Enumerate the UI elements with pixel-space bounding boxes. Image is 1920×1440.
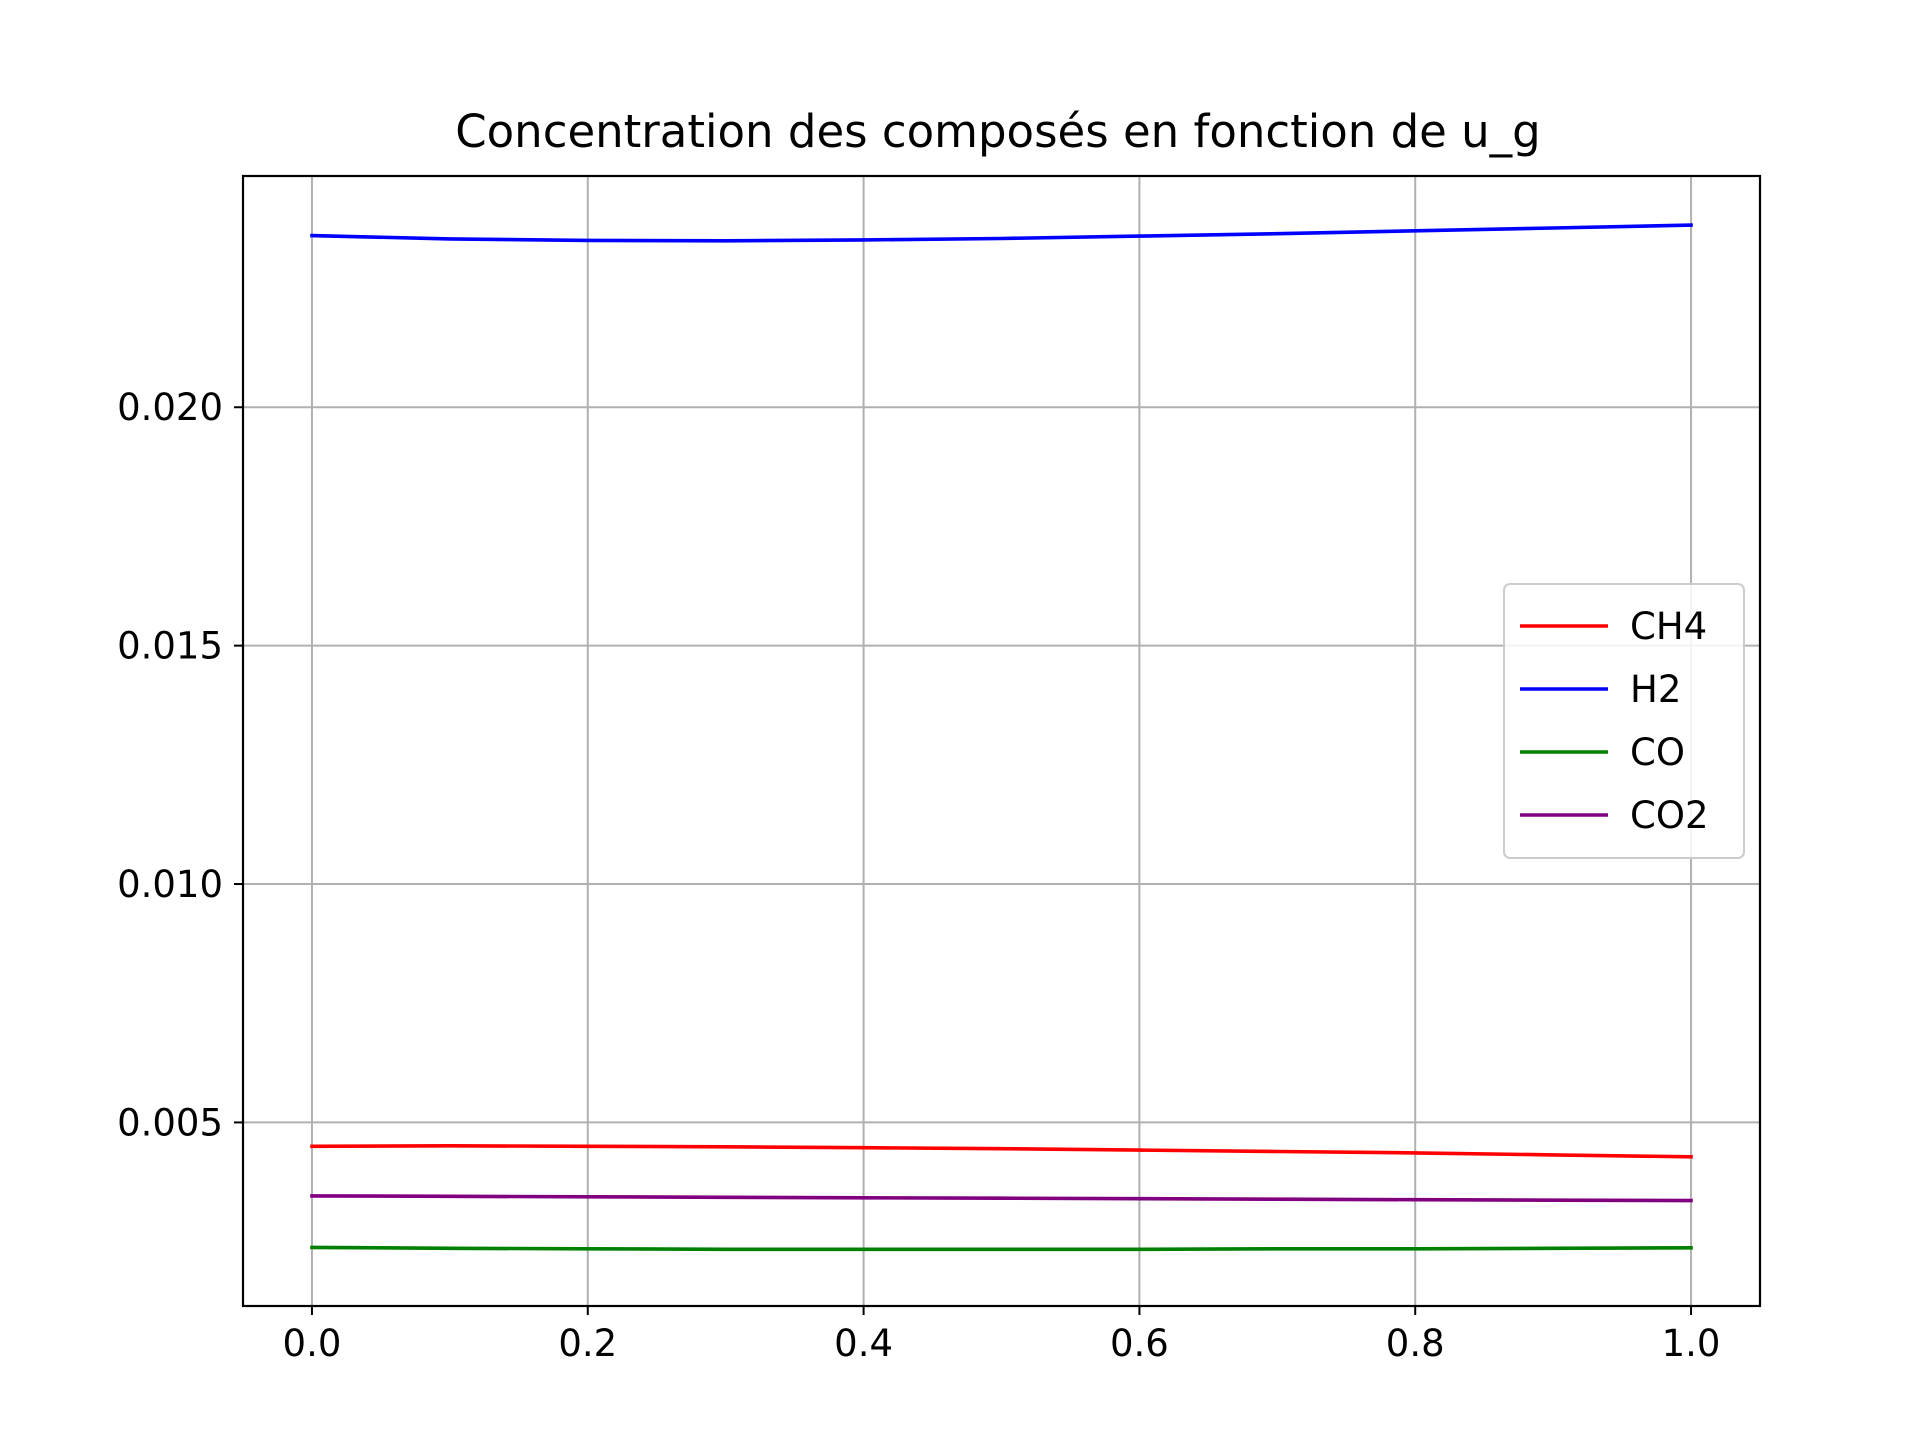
x-tick-label: 0.0 <box>283 1322 342 1365</box>
series-line-ch4 <box>310 1144 1693 1159</box>
series-line-co <box>310 1245 1693 1252</box>
x-tick-label: 0.2 <box>558 1322 617 1365</box>
y-tick-label: 0.005 <box>117 1101 223 1144</box>
series-line-h2 <box>310 223 1693 243</box>
x-tick-label: 0.8 <box>1386 1322 1445 1365</box>
series-line-co2 <box>310 1194 1693 1203</box>
y-tick-label: 0.020 <box>117 386 223 429</box>
legend-box <box>1503 583 1745 859</box>
legend-label-co: CO <box>1630 731 1685 774</box>
y-tick-label: 0.010 <box>117 863 223 906</box>
plot-frame <box>241 174 1762 1308</box>
axis-ticks: 0.0 0.2 0.4 0.6 0.8 1.0 0.005 0.010 0.015 0.020 <box>117 386 1720 1365</box>
series-lines <box>310 223 1693 1252</box>
legend: CH4 H2 CO CO2 <box>1503 583 1745 859</box>
x-tick-label: 0.4 <box>834 1322 893 1365</box>
legend-label-co2: CO2 <box>1630 794 1709 837</box>
x-tick-label: 0.6 <box>1110 1322 1169 1365</box>
x-tick-label: 1.0 <box>1662 1322 1721 1365</box>
legend-label-h2: H2 <box>1630 668 1681 711</box>
legend-label-ch4: CH4 <box>1630 605 1707 648</box>
chart-title: Concentration des composés en fonction d… <box>455 105 1541 158</box>
y-tick-label: 0.015 <box>117 625 223 668</box>
